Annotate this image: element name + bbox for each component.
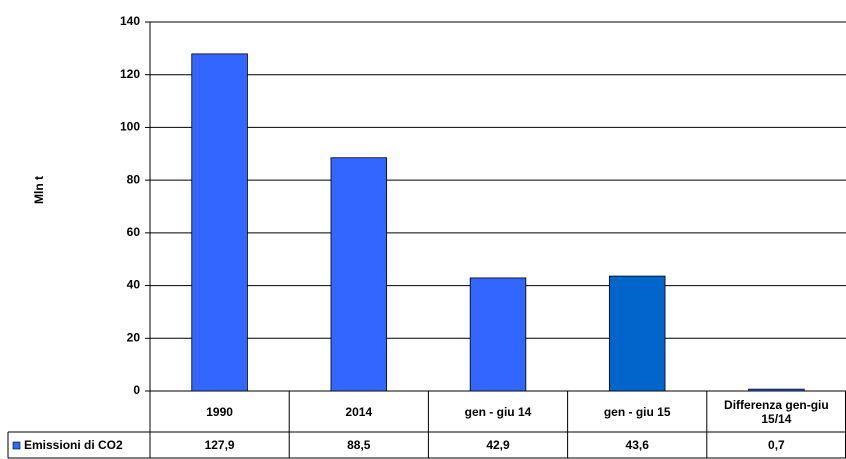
y-tick-label: 140 xyxy=(120,14,140,28)
y-tick-label: 80 xyxy=(127,172,141,186)
x-tick-label: 2014 xyxy=(345,404,373,419)
y-tick-label: 60 xyxy=(127,225,141,239)
table-value: 127,9 xyxy=(205,438,235,452)
bar xyxy=(469,277,527,392)
legend-swatch xyxy=(12,441,21,450)
table-value: 43,6 xyxy=(626,438,650,452)
table-value: 42,9 xyxy=(486,438,510,452)
y-axis-title: Mln t xyxy=(32,176,46,204)
table-value: 0,7 xyxy=(768,438,785,452)
x-tick-label: 1990 xyxy=(206,404,233,419)
bar xyxy=(748,388,805,392)
x-tick-label: gen - giu 14 xyxy=(464,404,532,419)
y-tick-label: 120 xyxy=(120,67,140,81)
legend-label: Emissioni di CO2 xyxy=(24,438,123,452)
table-value: 88,5 xyxy=(347,438,371,452)
y-tick-label: 40 xyxy=(127,278,141,292)
y-tick-label: 0 xyxy=(133,383,140,397)
x-tick-label: Differenza gen-giu 15/14 xyxy=(724,397,829,426)
y-tick-label: 100 xyxy=(120,120,140,134)
bar xyxy=(330,157,388,392)
y-tick-label: 20 xyxy=(127,330,141,344)
bar xyxy=(191,53,248,392)
x-tick-label: gen - giu 15 xyxy=(603,404,671,419)
bar xyxy=(608,275,666,392)
